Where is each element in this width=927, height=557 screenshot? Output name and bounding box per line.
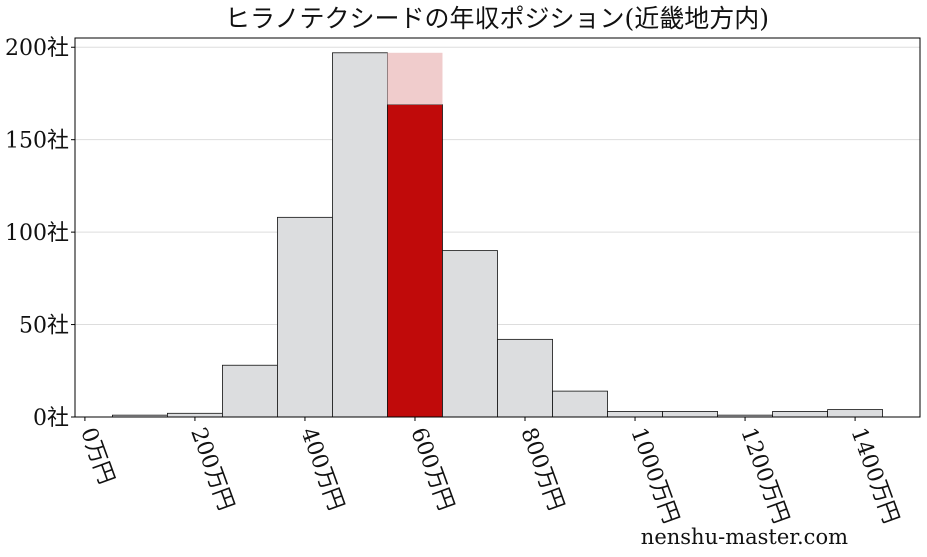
plot-frame — [74, 37, 921, 418]
bar — [167, 412, 223, 418]
x-tick-label: 800万円 — [515, 425, 568, 514]
bar — [607, 411, 663, 418]
y-tick-label: 100社 — [5, 221, 69, 246]
bar — [827, 409, 883, 418]
x-tick-label: 400万円 — [295, 425, 348, 514]
x-tick-label: 0万円 — [75, 425, 118, 488]
bar — [662, 411, 718, 418]
chart-title: ヒラノテクシードの年収ポジション(近畿地方内) — [225, 4, 769, 33]
y-tick-label: 200社 — [5, 36, 69, 61]
bar — [552, 390, 608, 418]
x-tick-label: 600万円 — [405, 425, 458, 514]
x-tick-label: 1400万円 — [845, 425, 903, 528]
highlight-band — [387, 52, 443, 105]
y-tick-label: 150社 — [5, 129, 69, 154]
bar — [772, 411, 828, 418]
y-tick-label: 0社 — [33, 406, 69, 431]
bar — [497, 338, 553, 418]
bar — [277, 216, 333, 418]
bar — [332, 52, 388, 418]
watermark: nenshu-master.com — [641, 525, 848, 549]
x-tick-label: 1000万円 — [625, 425, 683, 528]
x-tick-label: 200万円 — [185, 425, 238, 514]
y-tick-label: 50社 — [19, 314, 69, 339]
bar — [387, 104, 443, 418]
bar — [442, 250, 498, 418]
x-tick-label: 1200万円 — [735, 425, 793, 528]
bar — [222, 364, 278, 418]
